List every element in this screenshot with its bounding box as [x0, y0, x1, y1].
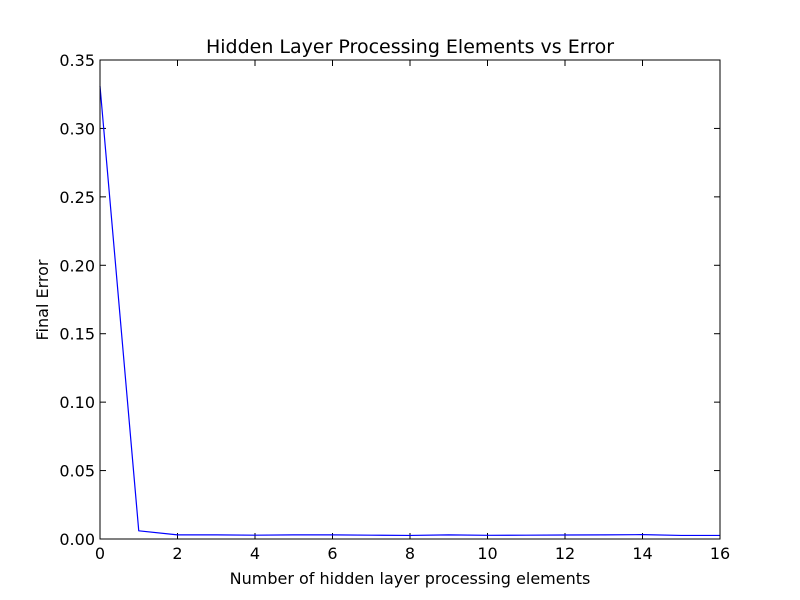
y-tick-label: 0.30: [59, 119, 95, 138]
x-tick-label: 2: [172, 544, 182, 563]
y-tick-label: 0.00: [59, 530, 95, 549]
plot-frame: [99, 59, 721, 540]
x-tick-label: 16: [710, 544, 730, 563]
y-tick-label: 0.20: [59, 256, 95, 275]
x-axis-ticks: 0 2 4 6 8 10 12 14 16: [95, 60, 730, 563]
x-axis-title: Number of hidden layer processing elemen…: [230, 569, 591, 588]
x-tick-label: 12: [555, 544, 575, 563]
series-line: [99, 85, 720, 537]
x-tick-label: 10: [477, 544, 497, 563]
y-tick-label: 0.35: [59, 51, 95, 70]
y-axis-title: Final Error: [33, 259, 52, 340]
chart-title: Hidden Layer Processing Elements vs Erro…: [206, 36, 614, 58]
y-axis-ticks: 0.00 0.05 0.10 0.15 0.20 0.25 0.30 0.35: [59, 51, 720, 549]
series-group: [99, 85, 720, 537]
y-tick-label: 0.15: [59, 325, 95, 344]
x-tick-label: 4: [250, 544, 260, 563]
x-tick-label: 0: [95, 544, 105, 563]
y-tick-label: 0.25: [59, 188, 95, 207]
x-tick-label: 8: [405, 544, 415, 563]
x-tick-label: 14: [632, 544, 652, 563]
y-tick-label: 0.05: [59, 462, 95, 481]
x-tick-label: 6: [327, 544, 337, 563]
plot-area: [100, 60, 720, 539]
y-tick-label: 0.10: [59, 393, 95, 412]
